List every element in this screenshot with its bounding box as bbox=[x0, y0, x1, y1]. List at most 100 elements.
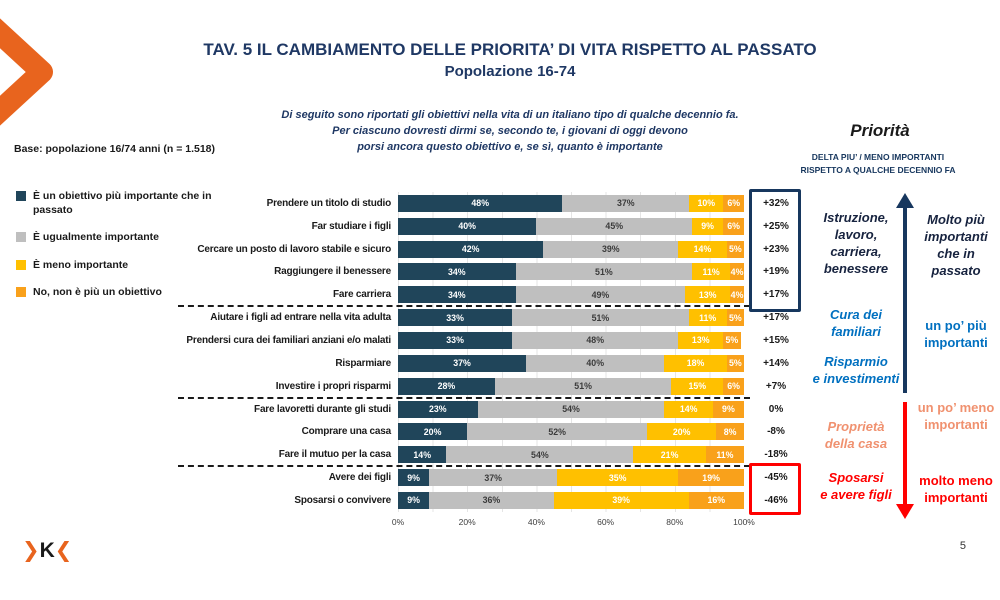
bar-segment: 33% bbox=[398, 331, 513, 349]
bar-segment: 19% bbox=[678, 469, 744, 487]
page-number: 5 bbox=[959, 540, 966, 552]
chart-row: Prendere un titolo di studio 48% 37% 10% 6% +… bbox=[178, 192, 798, 215]
legend-label: No, non è più un obiettivo bbox=[33, 285, 162, 298]
stacked-bar: 40% 45% 9% 6% bbox=[398, 217, 744, 235]
delta-column-header: DELTA PIU’ / MENO IMPORTANTI RISPETTO A … bbox=[800, 152, 956, 176]
base-note: Base: popolazione 16/74 anni (n = 1.518) bbox=[14, 143, 216, 155]
chart-row: Far studiare i figli 40% 45% 9% 6% +25% bbox=[178, 215, 798, 238]
x-axis-tick: 0% bbox=[391, 517, 405, 527]
bar-segment: 4% bbox=[730, 286, 744, 304]
bar-segment: 5% bbox=[723, 331, 741, 349]
legend-label: È un obiettivo più importante che in pas… bbox=[33, 190, 212, 217]
group-label-cura: Cura dei familiari bbox=[829, 307, 882, 339]
delta-value: +15% bbox=[763, 334, 789, 346]
bar-segment: 49% bbox=[515, 286, 686, 304]
stacked-bar: 33% 48% 13% 5% bbox=[398, 331, 744, 349]
bar-segment: 9% bbox=[398, 491, 430, 509]
bar-segment: 18% bbox=[664, 354, 727, 372]
bar-segment: 48% bbox=[512, 331, 679, 349]
delta-value: 0% bbox=[768, 403, 784, 415]
bar-segment: 39% bbox=[553, 491, 689, 509]
delta-highlight-box-negative bbox=[749, 463, 801, 515]
delta-value: -18% bbox=[764, 449, 788, 461]
bar-segment: 52% bbox=[467, 423, 648, 441]
chart-row: Cercare un posto di lavoro stabile e sic… bbox=[178, 238, 798, 261]
bar-segment: 54% bbox=[446, 446, 634, 464]
delta-value: +19% bbox=[763, 266, 789, 278]
row-label: Aiutare i figli ad entrare nella vita ad… bbox=[210, 312, 391, 324]
bar-segment: 36% bbox=[429, 491, 554, 509]
delta-value: +17% bbox=[763, 289, 789, 301]
legend-swatch-icon bbox=[16, 191, 26, 201]
bar-segment: 6% bbox=[723, 377, 744, 395]
down-arrow-icon bbox=[896, 504, 914, 519]
delta-value: +32% bbox=[763, 197, 789, 209]
x-axis-tick: 40% bbox=[527, 517, 545, 527]
bar-segment: 5% bbox=[726, 354, 744, 372]
group-label-risparmio: Risparmio e investimenti bbox=[812, 354, 900, 386]
chart-row: Risparmiare 37% 40% 18% 5% +14% bbox=[178, 352, 798, 375]
stacked-bar: 20% 52% 20% 8% bbox=[398, 423, 744, 441]
bar-segment: 4% bbox=[730, 263, 744, 281]
bar-segment: 9% bbox=[692, 217, 724, 235]
chart-row: Fare il mutuo per la casa 14% 54% 21% 11% -18… bbox=[178, 443, 798, 466]
down-arrow-line bbox=[903, 402, 907, 505]
corner-chevron-icon bbox=[0, 18, 53, 126]
bar-segment: 34% bbox=[398, 263, 516, 281]
bar-segment: 51% bbox=[515, 263, 693, 281]
bar-segment: 39% bbox=[543, 240, 679, 258]
delta-value: -8% bbox=[767, 426, 785, 438]
bar-segment: 33% bbox=[398, 309, 513, 327]
delta-value: -45% bbox=[764, 472, 788, 484]
row-label: Raggiungere il benessere bbox=[274, 266, 391, 278]
bar-segment: 28% bbox=[398, 377, 495, 395]
delta-highlight-box-positive bbox=[749, 189, 801, 312]
up-arrow-icon bbox=[896, 193, 914, 208]
direction-label-po-meno: un po’ meno importanti bbox=[917, 400, 995, 432]
legend: È un obiettivo più importante che in pas… bbox=[16, 189, 216, 312]
legend-swatch-icon bbox=[16, 259, 26, 270]
stacked-bar: 33% 51% 11% 5% bbox=[398, 309, 744, 327]
legend-item: No, non è più un obiettivo bbox=[16, 285, 216, 299]
row-label: Far studiare i figli bbox=[311, 220, 392, 232]
row-label: Cercare un posto di lavoro stabile e sic… bbox=[197, 243, 391, 255]
bar-segment: 5% bbox=[726, 309, 744, 327]
bar-segment: 15% bbox=[671, 377, 724, 395]
bar-segment: 51% bbox=[512, 309, 689, 327]
x-axis-tick: 100% bbox=[733, 517, 755, 527]
bar-segment: 16% bbox=[688, 491, 744, 509]
chart-group: Avere dei figli 9% 37% 35% 19% -45% Sposarsi o… bbox=[178, 465, 798, 512]
title-block: TAV. 5 IL CAMBIAMENTO DELLE PRIORITA’ DI… bbox=[160, 40, 860, 80]
bar-segment: 14% bbox=[664, 400, 713, 418]
delta-value: +23% bbox=[763, 243, 789, 255]
group-label-istruzione: Istruzione, lavoro, carriera, benessere bbox=[823, 210, 889, 276]
bar-segment: 11% bbox=[688, 309, 727, 327]
bar-segment: 6% bbox=[723, 194, 744, 212]
logo-letter: K bbox=[39, 539, 55, 562]
bar-segment: 37% bbox=[398, 354, 527, 372]
stacked-bar: 34% 49% 13% 4% bbox=[398, 286, 744, 304]
bar-segment: 40% bbox=[398, 217, 537, 235]
chart-row: Avere dei figli 9% 37% 35% 19% -45% bbox=[178, 466, 798, 489]
stacked-bar: 37% 40% 18% 5% bbox=[398, 354, 744, 372]
group-label-sposarsi: Sposarsi e avere figli bbox=[820, 470, 892, 502]
stacked-bar: 23% 54% 14% 9% bbox=[398, 400, 744, 418]
legend-item: È meno importante bbox=[16, 258, 216, 272]
row-label: Sposarsi o convivere bbox=[294, 494, 391, 506]
legend-item: È ugualmente importante bbox=[16, 230, 216, 244]
bar-segment: 9% bbox=[398, 469, 430, 487]
bar-segment: 37% bbox=[429, 469, 558, 487]
delta-value: +25% bbox=[763, 220, 789, 232]
x-axis: 0% 20% 40% 60% 80% 100% bbox=[392, 517, 755, 531]
delta-value: +14% bbox=[763, 357, 789, 369]
legend-swatch-icon bbox=[16, 286, 26, 297]
stacked-bar: 9% 37% 35% 19% bbox=[398, 469, 744, 487]
row-label: Fare carriera bbox=[332, 289, 391, 301]
company-logo: ❯K❮ bbox=[22, 538, 72, 563]
survey-question-text: Di seguito sono riportati gli obiettivi … bbox=[281, 109, 739, 153]
bar-segment: 20% bbox=[647, 423, 717, 441]
bar-segment: 37% bbox=[562, 194, 690, 212]
stacked-bar: 48% 37% 10% 6% bbox=[398, 194, 744, 212]
row-label: Prendersi cura dei familiari anziani e/o… bbox=[186, 334, 391, 346]
